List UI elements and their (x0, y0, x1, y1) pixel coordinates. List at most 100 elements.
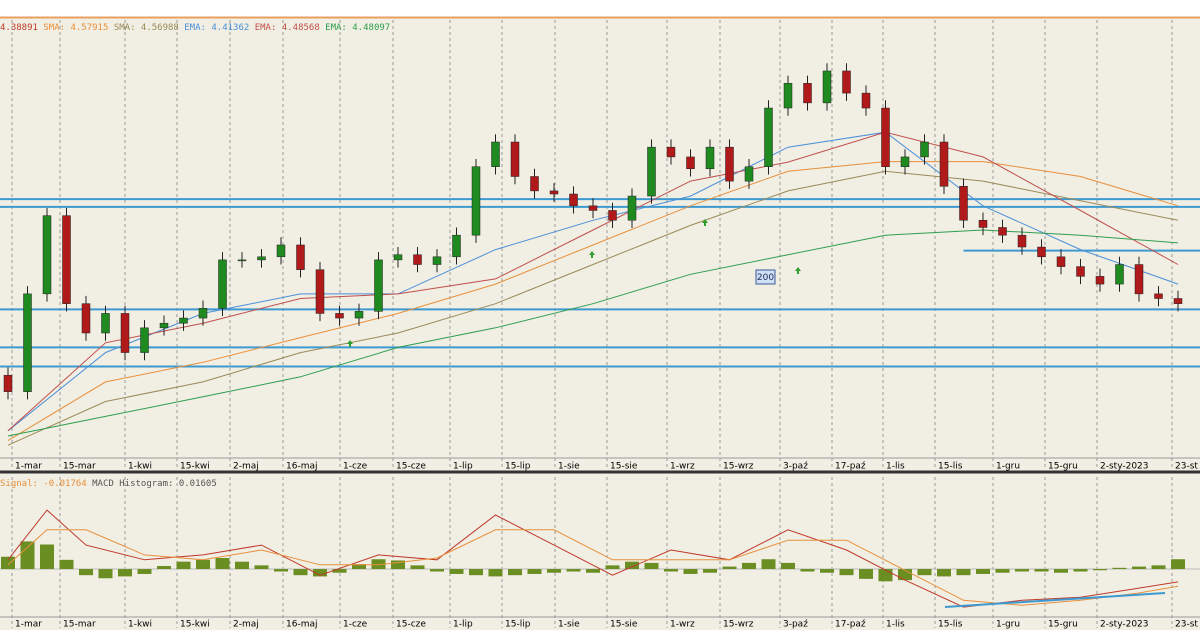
candle-body (491, 141, 500, 167)
date-label: 1-cze (343, 462, 368, 472)
histogram-bar (527, 569, 542, 574)
candle-body (744, 166, 754, 182)
candle-body (257, 256, 266, 261)
histogram-bar (586, 569, 600, 573)
histogram-bar (79, 569, 93, 576)
candle-body (159, 322, 169, 329)
candle-body (530, 176, 539, 192)
date-label: 15-mar (63, 620, 96, 630)
header-item: EMA: (184, 23, 211, 33)
date-label: 1-wrz (670, 620, 695, 630)
candle-body (627, 195, 637, 221)
trend-line (944, 592, 1166, 608)
histogram-bar (547, 569, 561, 573)
header-item: 4.38891 (0, 23, 43, 33)
candle-body (393, 254, 403, 261)
histogram-bar (1093, 569, 1107, 571)
histogram-bar (430, 569, 444, 572)
indicator-header: 4.38891 SMA: 4.57915 SMA: 4.56988 EMA: 4… (0, 23, 390, 33)
candle-body (3, 374, 13, 392)
histogram-bar (820, 569, 834, 573)
histogram-bar (839, 569, 854, 576)
date-label: 15-lip (505, 462, 531, 472)
date-label: 3-paź (783, 620, 808, 630)
candle-body (510, 141, 520, 177)
candle-body (725, 146, 734, 182)
candle-body (471, 166, 481, 236)
candle-body (354, 311, 364, 319)
date-label: 15-wrz (723, 462, 754, 472)
histogram-bar (1112, 567, 1127, 570)
header-item: -0.01764 (43, 479, 92, 489)
candle-body (959, 186, 968, 221)
date-label: 15-kwi (180, 462, 210, 472)
date-label: 2-maj (233, 620, 259, 630)
histogram-bar (956, 569, 971, 576)
macd-panel (0, 509, 1200, 608)
header-item: 4.41362 (211, 23, 254, 33)
header-item: MACD Histogram: (92, 479, 179, 489)
candle-body (920, 141, 929, 158)
date-label: 2-maj (233, 462, 259, 472)
candle-body (179, 317, 188, 324)
date-label: 1-kwi (128, 620, 152, 630)
histogram-bar (332, 569, 347, 573)
candle-body (861, 92, 871, 109)
candle-body (23, 293, 32, 392)
signal-arrows (347, 219, 801, 347)
histogram-bar (1151, 565, 1166, 570)
histogram-bar (937, 569, 951, 577)
date-label: 16-maj (286, 620, 317, 630)
candle-body (939, 141, 949, 187)
candle-body (1115, 264, 1124, 285)
histogram-bar (644, 562, 659, 570)
histogram-bar (976, 569, 990, 574)
histogram-bar (917, 569, 932, 576)
histogram-bar (800, 569, 815, 572)
candle-body (1076, 266, 1085, 277)
histogram-bar (215, 558, 230, 570)
histogram-bar (196, 559, 210, 570)
date-label: 15-mar (63, 462, 96, 472)
histogram-bar (469, 569, 483, 576)
candle-body (140, 327, 149, 353)
header-item: 4.48568 (282, 23, 325, 33)
date-label: 15-gru (1048, 620, 1078, 630)
histogram-bar (1, 556, 15, 570)
histogram-bar (995, 569, 1010, 573)
histogram-bar (605, 565, 620, 570)
histogram-bar (235, 561, 249, 570)
header-item: EMA: (255, 23, 282, 33)
candle-body (335, 313, 344, 319)
header-item: EMA: (325, 23, 352, 33)
candle-body (315, 269, 325, 314)
candle-body (608, 210, 617, 221)
date-label: 17-paź (835, 462, 866, 472)
grid: 1-mar 1-mar 15-mar 15-mar 1-kwi 1-kwi 15-kwi 15… (11, 20, 1198, 630)
candle-body (452, 234, 461, 258)
header-item: SMA: (114, 23, 141, 33)
candle-body (374, 259, 383, 312)
header-item: 4.56988 (141, 23, 184, 33)
arrow (702, 219, 708, 226)
candle-body (1134, 264, 1144, 295)
date-label: 1-kwi (128, 462, 152, 472)
histogram-bar (625, 561, 639, 570)
date-label: 1-sie (558, 620, 580, 630)
histogram-bar (40, 544, 54, 570)
date-label: 15-lis (938, 462, 963, 472)
candle-body (569, 193, 578, 207)
histogram-bar (1073, 569, 1088, 572)
annotation-box (755, 269, 776, 285)
candle-body (120, 313, 130, 353)
date-label: 1-gru (996, 620, 1020, 630)
indicator-line (7, 161, 1179, 442)
histogram-bar (761, 559, 776, 570)
candle-body (1173, 298, 1183, 304)
histogram-bar (293, 569, 308, 576)
header-item: 0.01605 (179, 479, 217, 489)
histogram-bar (410, 565, 425, 570)
date-label: 1-mar (15, 462, 42, 472)
arrow (347, 340, 353, 347)
